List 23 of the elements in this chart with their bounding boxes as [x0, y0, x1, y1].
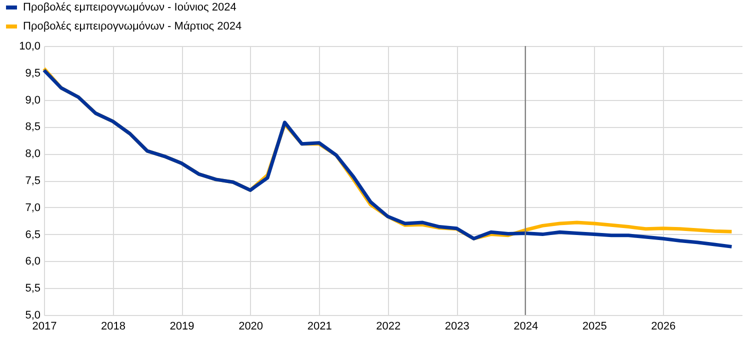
x-tick-label: 2021 [307, 320, 332, 332]
y-tick-label: 5,0 [25, 310, 40, 322]
y-tick-label: 10,0 [19, 40, 40, 52]
y-tick-label: 8,5 [25, 121, 40, 134]
x-tick-label: 2026 [651, 320, 676, 332]
x-tick-label: 2025 [582, 320, 607, 332]
x-tick-label: 2022 [376, 320, 401, 332]
y-tick-label: 9,0 [25, 94, 40, 106]
y-tick-label: 6,5 [25, 228, 40, 241]
y-tick-label: 9,5 [25, 67, 40, 80]
x-tick-label: 2017 [32, 320, 57, 332]
y-tick-label: 6,0 [25, 256, 40, 268]
x-tick-label: 2018 [101, 320, 126, 332]
legend-label: Προβολές εμπειρογνωμόνων - Ιούνιος 2024 [23, 2, 236, 14]
x-tick-label: 2024 [514, 320, 538, 332]
x-tick-label: 2019 [170, 320, 194, 332]
legend-label: Προβολές εμπειρογνωμόνων - Μάρτιος 2024 [23, 20, 242, 32]
x-tick-label: 2020 [238, 320, 264, 332]
y-tick-label: 5,5 [25, 282, 40, 295]
y-tick-label: 8,0 [25, 148, 40, 160]
y-tick-label: 7,5 [25, 175, 40, 187]
x-tick-label: 2023 [444, 320, 470, 332]
y-tick-label: 7,0 [25, 202, 40, 214]
